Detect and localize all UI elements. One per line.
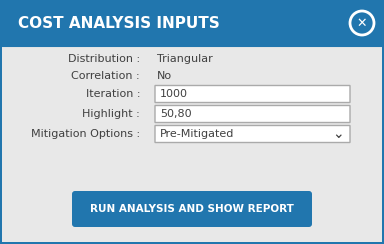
FancyBboxPatch shape [2,46,382,242]
Text: RUN ANALYSIS AND SHOW REPORT: RUN ANALYSIS AND SHOW REPORT [90,204,294,214]
FancyBboxPatch shape [72,191,312,227]
Text: No: No [157,71,172,81]
Text: COST ANALYSIS INPUTS: COST ANALYSIS INPUTS [18,16,220,30]
Text: Distribution :: Distribution : [68,54,140,64]
Text: Correlation :: Correlation : [71,71,140,81]
Text: ⌄: ⌄ [332,127,344,141]
FancyBboxPatch shape [155,105,350,122]
Text: Pre-Mitigated: Pre-Mitigated [160,129,234,139]
Text: Iteration :: Iteration : [86,89,140,99]
FancyBboxPatch shape [155,125,350,142]
FancyBboxPatch shape [155,85,350,102]
Text: Triangular: Triangular [157,54,213,64]
Text: ✕: ✕ [357,17,367,30]
Text: Mitigation Options :: Mitigation Options : [31,129,140,139]
Text: 1000: 1000 [160,89,188,99]
FancyBboxPatch shape [2,2,382,44]
Text: 50,80: 50,80 [160,109,192,119]
Text: Highlight :: Highlight : [82,109,140,119]
